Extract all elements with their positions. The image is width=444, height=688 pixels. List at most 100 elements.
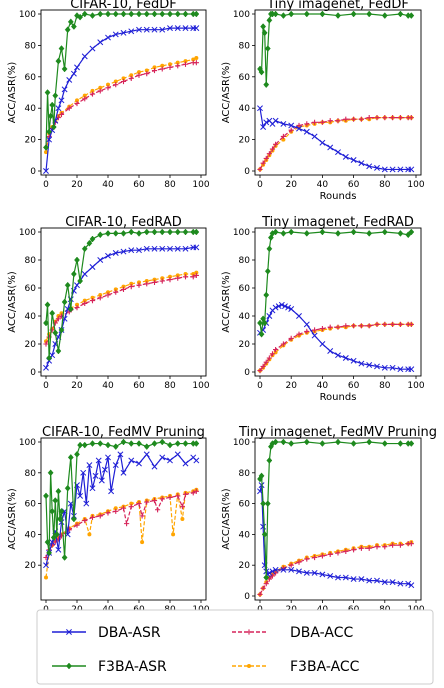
- data-point-dba-acc: [390, 115, 396, 121]
- series-f3ba-acc: [44, 55, 199, 155]
- data-point-f3ba-asr: [266, 457, 273, 464]
- data-point-f3ba-asr: [77, 13, 84, 21]
- data-point-dba-acc: [366, 545, 372, 551]
- data-point-f3ba-acc: [183, 59, 188, 64]
- plot-area: [257, 10, 415, 173]
- data-point-dba-acc: [190, 274, 196, 280]
- legend-item-dba-acc: DBA-ACC: [232, 625, 354, 641]
- series-line-f3ba-asr: [45, 231, 197, 359]
- y-tick-label: 20: [239, 561, 251, 571]
- series-line-f3ba-acc: [259, 117, 412, 170]
- data-point-f3ba-asr: [112, 10, 119, 18]
- data-point-f3ba-asr: [89, 235, 96, 243]
- data-point-dba-asr: [143, 451, 150, 458]
- data-point-dba-acc: [89, 514, 96, 521]
- data-point-dba-acc: [128, 284, 134, 290]
- data-point-dba-acc: [280, 341, 286, 347]
- data-point-dba-asr: [70, 70, 77, 77]
- data-point-dba-acc: [312, 119, 318, 125]
- y-tick-label: 40: [239, 530, 251, 540]
- chart-panel-2: Tiny imagenet, FedDF 0 20 40 60 80 100 0 20 40 60 8…: [221, 0, 425, 202]
- series-f3ba-asr: [43, 10, 200, 151]
- chart-panel-1: CIFAR-10, FedDF 0 20 40 60 80 100 0 20 40 60 80 100 A…: [7, 0, 210, 190]
- data-point-f3ba-asr: [258, 472, 265, 480]
- data-point-dba-asr: [97, 257, 104, 263]
- data-point-dba-asr: [350, 157, 357, 163]
- chart-panel-3: CIFAR-10, FedRAD 0 20 40 60 80 100 0 20 40 60 80 100…: [7, 215, 210, 391]
- axes-frame: [40, 227, 207, 377]
- data-point-dba-acc: [304, 328, 310, 334]
- series-f3ba-asr: [43, 228, 200, 362]
- legend-items: DBA-ASR DBA-ACC F3BA-ASR F3BA-ACC: [52, 625, 360, 675]
- data-point-dba-acc: [266, 151, 272, 157]
- data-point-f3ba-asr: [67, 18, 74, 26]
- axes-frame: [254, 9, 422, 176]
- data-point-f3ba-asr: [112, 443, 119, 451]
- data-point-f3ba-acc: [191, 57, 196, 62]
- data-point-dba-acc: [327, 118, 333, 124]
- data-point-f3ba-asr: [182, 228, 189, 236]
- data-point-f3ba-asr: [74, 450, 80, 458]
- legend-item-f3ba-asr: F3BA-ASR: [52, 659, 167, 675]
- data-point-dba-acc: [74, 305, 80, 311]
- data-point-f3ba-asr: [151, 228, 158, 236]
- x-tick-label: 100: [407, 180, 424, 190]
- data-point-dba-acc: [288, 562, 294, 568]
- data-point-f3ba-acc: [175, 60, 180, 65]
- data-point-dba-asr: [74, 64, 80, 71]
- data-point-f3ba-asr: [43, 319, 49, 327]
- data-point-f3ba-asr: [46, 549, 53, 557]
- data-point-f3ba-asr: [264, 500, 271, 507]
- y-tick-label: 100: [233, 10, 250, 20]
- data-point-f3ba-asr: [120, 10, 127, 18]
- data-point-dba-asr: [128, 247, 135, 254]
- data-point-f3ba-asr: [143, 228, 150, 236]
- chart-title: CIFAR-10, FedRAD: [65, 215, 182, 230]
- data-point-dba-acc: [120, 78, 127, 85]
- data-point-f3ba-asr: [159, 438, 166, 446]
- data-point-f3ba-acc: [194, 55, 199, 60]
- data-point-dba-asr: [275, 303, 282, 310]
- data-point-f3ba-asr: [335, 12, 341, 19]
- data-point-f3ba-asr: [174, 10, 181, 18]
- y-tick-label: 40: [239, 104, 251, 114]
- data-point-dba-acc: [327, 324, 333, 330]
- data-point-dba-acc: [74, 522, 80, 528]
- data-point-f3ba-asr: [397, 230, 404, 237]
- data-point-dba-acc: [97, 88, 103, 94]
- data-point-f3ba-asr: [50, 123, 57, 131]
- data-point-dba-asr: [374, 363, 380, 370]
- data-point-f3ba-asr: [193, 440, 200, 447]
- data-point-f3ba-acc: [194, 270, 199, 275]
- data-point-f3ba-asr: [89, 12, 96, 19]
- data-point-f3ba-asr: [58, 45, 65, 52]
- data-point-dba-acc: [335, 118, 341, 124]
- data-point-f3ba-asr: [280, 230, 287, 237]
- data-point-dba-acc: [97, 513, 103, 519]
- data-point-dba-asr: [342, 355, 349, 361]
- data-point-dba-asr: [43, 364, 49, 371]
- data-point-f3ba-acc: [183, 272, 188, 276]
- legend-item-f3ba-acc: F3BA-ACC: [232, 659, 360, 675]
- data-point-dba-acc: [190, 490, 196, 496]
- data-point-dba-acc: [263, 155, 269, 162]
- data-point-dba-acc: [374, 544, 380, 550]
- data-point-f3ba-asr: [350, 228, 357, 236]
- data-point-f3ba-asr: [61, 554, 68, 561]
- data-point-dba-acc: [82, 96, 88, 102]
- data-point-dba-asr: [151, 463, 158, 470]
- data-point-f3ba-asr: [258, 330, 265, 338]
- y-tick-label: 100: [19, 438, 36, 448]
- data-point-dba-asr: [381, 579, 388, 586]
- data-point-dba-acc: [260, 585, 266, 591]
- data-point-dba-asr: [105, 252, 111, 259]
- chart-panel-4: Tiny imagenet, FedRAD 0 20 40 60 80 100 0 20 40 60…: [221, 215, 425, 403]
- data-point-f3ba-acc: [129, 501, 134, 506]
- data-point-f3ba-asr: [405, 231, 412, 239]
- data-point-f3ba-asr: [303, 230, 310, 237]
- data-point-dba-acc: [105, 85, 111, 91]
- data-point-f3ba-asr: [258, 68, 265, 76]
- data-point-dba-asr: [342, 574, 349, 581]
- data-point-dba-asr: [105, 34, 111, 41]
